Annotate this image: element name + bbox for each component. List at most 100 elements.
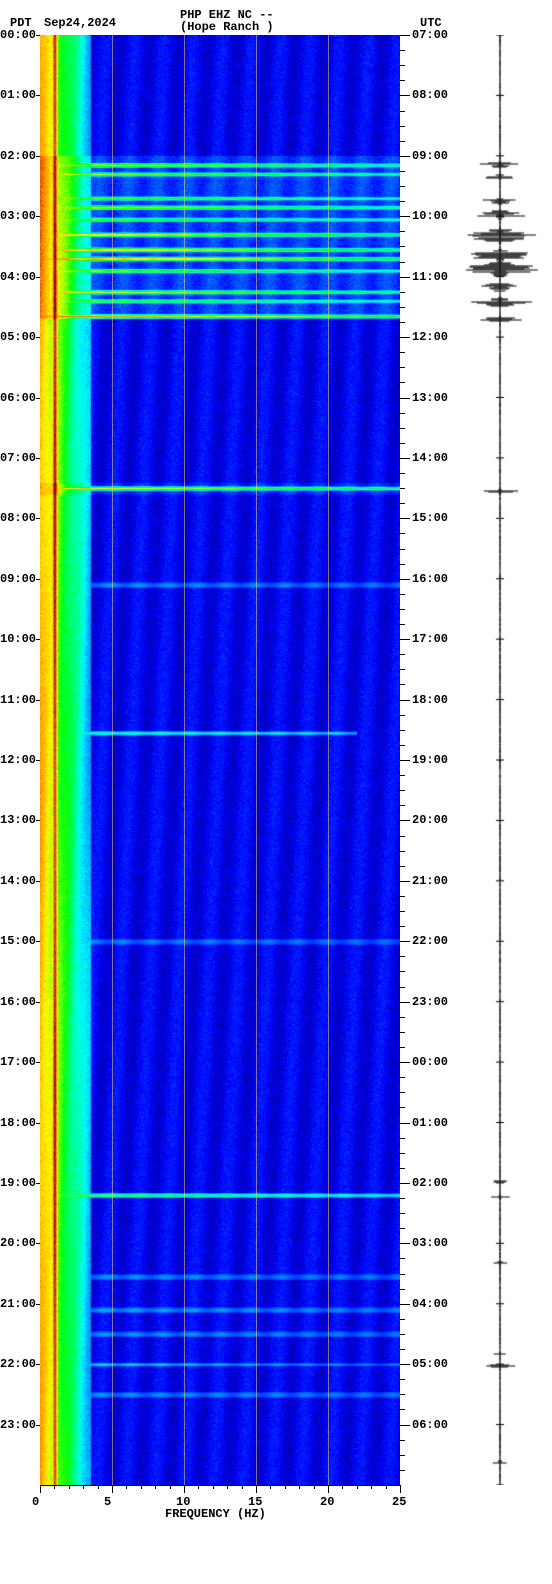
left-tick-label: 02:00 — [0, 149, 36, 163]
left-tick-label: 22:00 — [0, 1357, 36, 1371]
right-tick-label: 03:00 — [412, 1236, 448, 1250]
spectrogram-canvas — [40, 35, 400, 1485]
right-minor-tick — [400, 80, 405, 81]
right-tick — [400, 518, 410, 519]
left-tick-label: 01:00 — [0, 88, 36, 102]
right-tick-label: 19:00 — [412, 753, 448, 767]
right-minor-tick — [400, 322, 405, 323]
right-minor-tick — [400, 1334, 405, 1335]
left-tick — [36, 216, 40, 217]
right-tick-label: 00:00 — [412, 1055, 448, 1069]
x-major-tick — [400, 1485, 401, 1493]
date-label: Sep24,2024 — [44, 16, 116, 30]
left-tick — [36, 820, 40, 821]
right-minor-tick — [400, 126, 405, 127]
right-minor-tick — [400, 413, 405, 414]
right-tick — [400, 881, 410, 882]
right-tick — [400, 1002, 410, 1003]
right-minor-tick — [400, 594, 405, 595]
right-tick-label: 11:00 — [412, 270, 448, 284]
right-tick-label: 04:00 — [412, 1297, 448, 1311]
right-minor-tick — [400, 186, 405, 187]
left-tick — [36, 35, 40, 36]
right-tick — [400, 277, 410, 278]
left-tick-label: 07:00 — [0, 451, 36, 465]
right-tick — [400, 216, 410, 217]
left-tick — [36, 156, 40, 157]
left-tick — [36, 518, 40, 519]
x-major-tick — [256, 1485, 257, 1493]
right-tick — [400, 639, 410, 640]
left-tick-label: 09:00 — [0, 572, 36, 586]
right-tick — [400, 1183, 410, 1184]
right-minor-tick — [400, 382, 405, 383]
right-minor-tick — [400, 987, 405, 988]
right-tick — [400, 95, 410, 96]
right-minor-tick — [400, 1213, 405, 1214]
right-tick-label: 02:00 — [412, 1176, 448, 1190]
right-minor-tick — [400, 1274, 405, 1275]
left-tick — [36, 1002, 40, 1003]
left-tick — [36, 95, 40, 96]
right-minor-tick — [400, 292, 405, 293]
right-tick-label: 22:00 — [412, 934, 448, 948]
left-tick — [36, 579, 40, 580]
x-tick-label: 5 — [104, 1495, 111, 1509]
right-minor-tick — [400, 352, 405, 353]
left-tick-label: 23:00 — [0, 1418, 36, 1432]
right-tick — [400, 820, 410, 821]
left-tick — [36, 1425, 40, 1426]
right-minor-tick — [400, 1228, 405, 1229]
right-minor-tick — [400, 1379, 405, 1380]
right-tick-label: 13:00 — [412, 391, 448, 405]
right-minor-tick — [400, 473, 405, 474]
right-minor-tick — [400, 1198, 405, 1199]
left-tick-label: 00:00 — [0, 28, 36, 42]
frequency-axis-label: FREQUENCY (HZ) — [165, 1507, 266, 1521]
right-tick — [400, 579, 410, 580]
right-minor-tick — [400, 533, 405, 534]
right-minor-tick — [400, 684, 405, 685]
right-minor-tick — [400, 1394, 405, 1395]
right-tick — [400, 1243, 410, 1244]
left-tick-label: 17:00 — [0, 1055, 36, 1069]
right-minor-tick — [400, 1138, 405, 1139]
right-minor-tick — [400, 1440, 405, 1441]
left-tick — [36, 1304, 40, 1305]
x-tick-label: 25 — [392, 1495, 406, 1509]
left-tick-label: 16:00 — [0, 995, 36, 1009]
page-root: PDT Sep24,2024 PHP EHZ NC -- (Hope Ranch… — [0, 0, 552, 1584]
right-tick-label: 21:00 — [412, 874, 448, 888]
left-tick-label: 06:00 — [0, 391, 36, 405]
right-tick-label: 17:00 — [412, 632, 448, 646]
right-minor-tick — [400, 549, 405, 550]
right-minor-tick — [400, 775, 405, 776]
right-minor-tick — [400, 443, 405, 444]
right-minor-tick — [400, 971, 405, 972]
left-tick — [36, 277, 40, 278]
x-major-tick — [328, 1485, 329, 1493]
right-minor-tick — [400, 1077, 405, 1078]
waveform-canvas — [455, 35, 545, 1485]
left-tick-label: 15:00 — [0, 934, 36, 948]
right-minor-tick — [400, 851, 405, 852]
left-tick-label: 11:00 — [0, 693, 36, 707]
left-tick-label: 21:00 — [0, 1297, 36, 1311]
right-tick — [400, 156, 410, 157]
right-tick-label: 06:00 — [412, 1418, 448, 1432]
right-tick — [400, 337, 410, 338]
right-minor-tick — [400, 1153, 405, 1154]
right-minor-tick — [400, 65, 405, 66]
right-minor-tick — [400, 624, 405, 625]
left-tick-label: 03:00 — [0, 209, 36, 223]
right-minor-tick — [400, 307, 405, 308]
right-minor-tick — [400, 1470, 405, 1471]
right-minor-tick — [400, 1092, 405, 1093]
right-minor-tick — [400, 956, 405, 957]
left-tick — [36, 337, 40, 338]
left-tick — [36, 760, 40, 761]
right-tick-label: 20:00 — [412, 813, 448, 827]
right-minor-tick — [400, 50, 405, 51]
right-tick-label: 01:00 — [412, 1116, 448, 1130]
right-minor-tick — [400, 715, 405, 716]
